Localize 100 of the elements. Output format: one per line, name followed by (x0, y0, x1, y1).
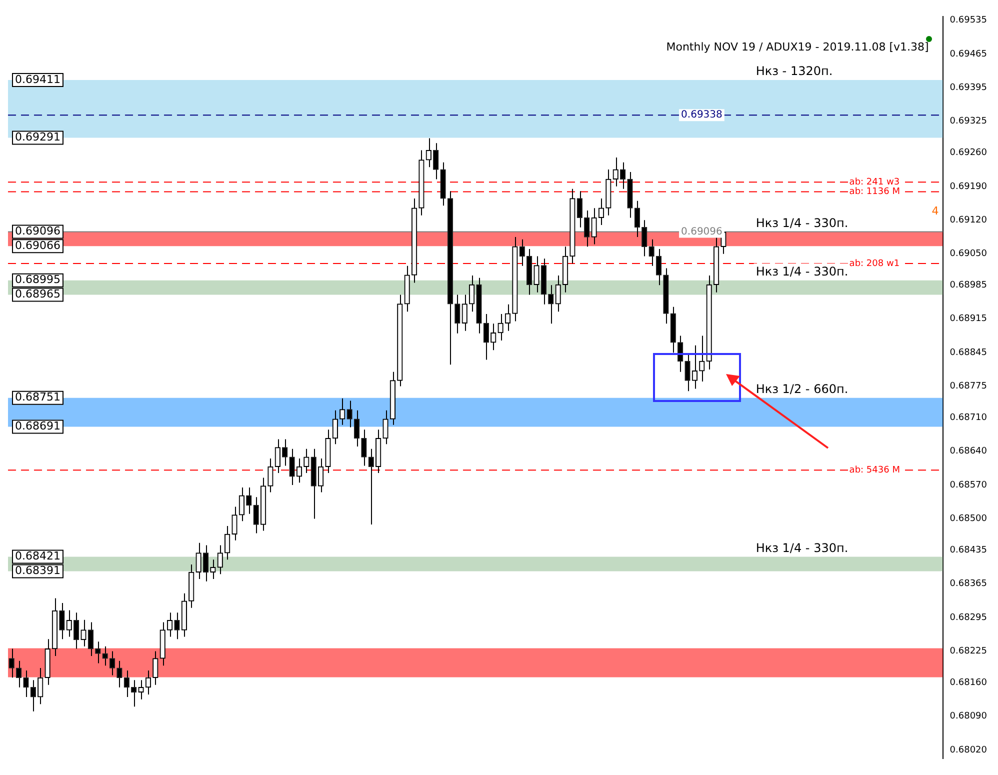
candlestick (116, 660, 122, 688)
candlestick (318, 458, 324, 493)
annotation: 0.69096 (15, 224, 60, 238)
candlestick (634, 200, 640, 238)
candlestick (145, 670, 152, 696)
candlestick (332, 410, 338, 445)
candlestick (498, 314, 504, 342)
candlestick (238, 486, 245, 522)
candlestick (555, 275, 561, 312)
annotation: ab: 241 w3 (849, 177, 900, 188)
candlestick (368, 448, 374, 526)
y-tick-label: 0.68710 (950, 412, 988, 423)
annotation: 0.69411 (15, 72, 60, 86)
annotation: 0.68391 (15, 564, 60, 578)
candlestick (8, 648, 14, 678)
y-tick-label: 0.68570 (950, 480, 988, 490)
annotation: 0.68965 (15, 288, 60, 301)
candlestick (246, 486, 252, 514)
y-tick-label: 0.69465 (950, 49, 987, 60)
candlestick (138, 680, 144, 700)
candlestick (66, 610, 72, 638)
band-label: Нкз 1/4 - 330п. (756, 216, 848, 230)
candlestick (519, 238, 525, 266)
annotation: ab: 1136 M (849, 187, 900, 198)
candlestick (656, 248, 662, 286)
y-tick-label: 0.68985 (950, 280, 987, 290)
y-tick-label: 0.68295 (950, 612, 987, 623)
candlestick (433, 142, 439, 180)
y-tick-label: 0.68500 (950, 514, 988, 524)
candlestick (354, 410, 360, 447)
candlestick (217, 544, 223, 575)
y-tick-label: 0.68020 (950, 745, 988, 756)
candlestick (648, 238, 654, 266)
candlestick (340, 398, 346, 426)
candlestick (584, 210, 590, 248)
candlestick (346, 400, 352, 428)
candlestick (95, 641, 101, 664)
y-tick-label: 0.69120 (950, 215, 988, 226)
candlestick (296, 458, 302, 484)
y-tick-label: 0.68090 (950, 712, 988, 722)
candlestick (131, 680, 137, 708)
candlestick (73, 612, 80, 650)
candlestick (576, 190, 582, 228)
ref-line-label: 0.69096 (681, 226, 722, 238)
candlestick (202, 544, 209, 582)
annotation: ab: 208 w1 (849, 258, 900, 269)
band-label: Нкз 1/4 - 330п. (756, 264, 848, 278)
candlestick (361, 429, 367, 466)
candlestick (274, 438, 280, 474)
candlestick (462, 294, 468, 332)
candlestick (548, 284, 554, 324)
y-tick-label: 0.68365 (950, 579, 987, 590)
candlestick (80, 619, 86, 647)
candlestick (282, 438, 288, 466)
candlestick (196, 542, 202, 580)
candlestick (88, 622, 94, 657)
candlestick (16, 660, 22, 688)
y-tick-label: 0.68775 (950, 382, 987, 392)
candlestick (174, 612, 180, 640)
text: Monthly NOV 19 / ADUX19 - 2019.11.08 [v1.38] (666, 40, 929, 54)
annotation: 4 (932, 204, 939, 218)
y-tick-label: 0.69050 (950, 249, 988, 260)
candlestick (304, 448, 310, 474)
candlestick (454, 294, 460, 334)
candlestick (620, 162, 626, 190)
band-label: Нкз 1/4 - 330п. (756, 540, 848, 555)
candlestick (426, 138, 432, 168)
y-tick-label: 0.68160 (950, 678, 988, 688)
annotation: 0.69066 (15, 239, 60, 252)
candlestick (684, 354, 690, 392)
y-tick-label: 0.69190 (950, 182, 988, 192)
y-tick-label: 0.69535 (950, 16, 987, 26)
candlestick (224, 525, 230, 560)
band-label: Нкз - 1320п. (756, 64, 833, 78)
candlestick (591, 208, 597, 245)
y-tick-label: 0.69260 (950, 148, 988, 158)
candlestick (109, 650, 116, 676)
y-tick-label: 0.68435 (950, 545, 987, 556)
annotation: 0.68751 (15, 390, 60, 404)
candlestick (483, 314, 490, 360)
y-tick-label: 0.68845 (950, 348, 987, 358)
candlestick (534, 256, 540, 293)
annotation: 0.68421 (15, 550, 60, 563)
candlestick (23, 670, 29, 698)
candlestick (253, 496, 259, 534)
candlestick (598, 198, 604, 226)
candlestick (124, 670, 130, 698)
y-tick-label: 0.69395 (950, 83, 987, 94)
ref-line-label: 0.69338 (681, 110, 722, 121)
candlestick (152, 650, 158, 686)
candlestick (59, 602, 65, 640)
band-label: Нкз 1/2 - 660п. (756, 382, 848, 396)
annotation: 0.68995 (15, 273, 60, 286)
candlestick (38, 668, 44, 705)
annotation: 0.69291 (15, 130, 60, 144)
candlestick (289, 448, 295, 486)
candlestick (642, 220, 648, 257)
candlestick (268, 458, 274, 493)
candlestick (30, 680, 36, 712)
candlestick (692, 344, 698, 390)
